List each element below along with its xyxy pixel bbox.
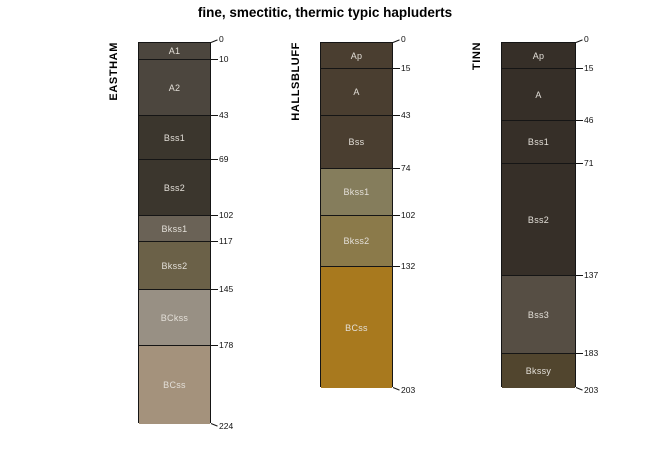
horizon-label: Bkss2 — [161, 260, 188, 271]
depth-tick — [576, 68, 583, 69]
depth-tick-label: 74 — [401, 163, 411, 173]
depth-tick — [210, 423, 218, 427]
depth-tick — [211, 289, 218, 290]
horizon-label: Bss2 — [527, 214, 550, 225]
page-title: fine, smectitic, thermic typic hapludert… — [197, 5, 453, 20]
depth-tick — [392, 387, 400, 391]
horizon-label: A — [535, 89, 542, 100]
depth-tick — [211, 59, 218, 60]
depth-tick-label: 71 — [584, 158, 594, 168]
horizon-label: Ap — [350, 50, 363, 61]
horizon-rect: Bss2 — [139, 160, 210, 216]
profile-column: Ap A Bss1 Bss2 Bss3 Bkssy — [501, 42, 576, 388]
horizon-rect: Bss3 — [502, 276, 575, 354]
horizon-label: Bss3 — [527, 309, 550, 320]
profile-id-label: TINN — [471, 42, 483, 71]
horizon-rect: BCkss — [139, 290, 210, 346]
depth-tick-label: 183 — [584, 348, 599, 358]
depth-tick — [211, 215, 218, 216]
profile-id-label: EASTHAM — [108, 42, 120, 101]
depth-tick-label: 117 — [219, 236, 233, 246]
depth-tick-label: 0 — [401, 34, 406, 44]
horizon-rect: Bkss2 — [139, 242, 210, 290]
depth-tick-label: 203 — [584, 385, 599, 395]
depth-tick — [211, 345, 218, 346]
depth-tick — [576, 353, 583, 354]
depth-tick — [393, 215, 400, 216]
depth-tick — [576, 275, 583, 276]
depth-tick — [575, 39, 583, 43]
horizon-rect: A1 — [139, 43, 210, 60]
profile-column: A1 A2 Bss1 Bss2 Bkss1 Bkss2 BCkss BCss — [138, 42, 211, 424]
horizon-rect: BCss — [321, 267, 392, 388]
horizon-label: Bss2 — [163, 182, 186, 193]
horizon-label: Bss1 — [163, 132, 186, 143]
depth-tick — [393, 168, 400, 169]
depth-tick-label: 46 — [584, 115, 594, 125]
depth-tick-label: 137 — [584, 270, 599, 280]
horizon-rect: Bss1 — [502, 121, 575, 164]
depth-tick-label: 178 — [219, 340, 234, 350]
horizon-rect: BCss — [139, 346, 210, 424]
depth-tick — [576, 163, 583, 164]
depth-tick — [575, 387, 583, 391]
horizon-rect: A — [321, 69, 392, 116]
depth-tick-label: 102 — [219, 210, 234, 220]
depth-tick-label: 102 — [401, 210, 416, 220]
horizon-label: Bkss1 — [161, 223, 188, 234]
depth-tick-label: 15 — [401, 63, 411, 73]
depth-tick-label: 10 — [219, 54, 229, 64]
depth-tick — [393, 115, 400, 116]
depth-tick — [576, 120, 583, 121]
horizon-rect: Bkss1 — [139, 216, 210, 242]
profile-id-label: HALLSBLUFF — [290, 42, 302, 121]
horizon-label: Bkssy — [525, 366, 552, 376]
depth-tick — [211, 241, 218, 242]
depth-tick — [392, 39, 400, 43]
depth-tick-label: 69 — [219, 154, 229, 164]
horizon-label: A — [353, 87, 360, 97]
horizon-rect: Ap — [321, 43, 392, 69]
depth-tick-label: 203 — [401, 385, 416, 395]
depth-tick — [211, 115, 218, 116]
horizon-label: Bss1 — [527, 137, 550, 147]
depth-tick-label: 224 — [219, 421, 234, 431]
depth-tick-label: 145 — [219, 284, 234, 294]
depth-tick-label: 132 — [401, 261, 416, 271]
horizon-label: Bkss2 — [343, 236, 370, 246]
depth-tick-label: 0 — [219, 34, 224, 44]
depth-tick-label: 43 — [401, 110, 411, 120]
horizon-rect: Bkss2 — [321, 216, 392, 267]
profile-column: Ap A Bss Bkss1 Bkss2 BCss — [320, 42, 393, 388]
depth-tick-label: 0 — [584, 34, 589, 44]
horizon-label: A2 — [168, 82, 181, 93]
depth-tick — [393, 266, 400, 267]
horizon-rect: Bkssy — [502, 354, 575, 388]
horizon-rect: A2 — [139, 60, 210, 116]
horizon-label: Bss — [348, 137, 365, 147]
horizon-label: BCss — [345, 322, 368, 333]
horizon-rect: A — [502, 69, 575, 121]
horizon-rect: Ap — [502, 43, 575, 69]
depth-tick — [211, 159, 218, 160]
horizon-label: Ap — [532, 50, 545, 61]
horizon-rect: Bss2 — [502, 164, 575, 276]
horizon-rect: Bss — [321, 116, 392, 169]
depth-tick — [210, 39, 218, 43]
horizon-label: BCkss — [160, 312, 189, 323]
horizon-label: Bkss1 — [343, 187, 370, 197]
depth-tick-label: 43 — [219, 110, 229, 120]
depth-tick — [393, 68, 400, 69]
horizon-label: A1 — [168, 46, 181, 56]
depth-tick-label: 15 — [584, 63, 594, 73]
horizon-rect: Bss1 — [139, 116, 210, 160]
horizon-rect: Bkss1 — [321, 169, 392, 216]
horizon-label: BCss — [163, 380, 186, 390]
